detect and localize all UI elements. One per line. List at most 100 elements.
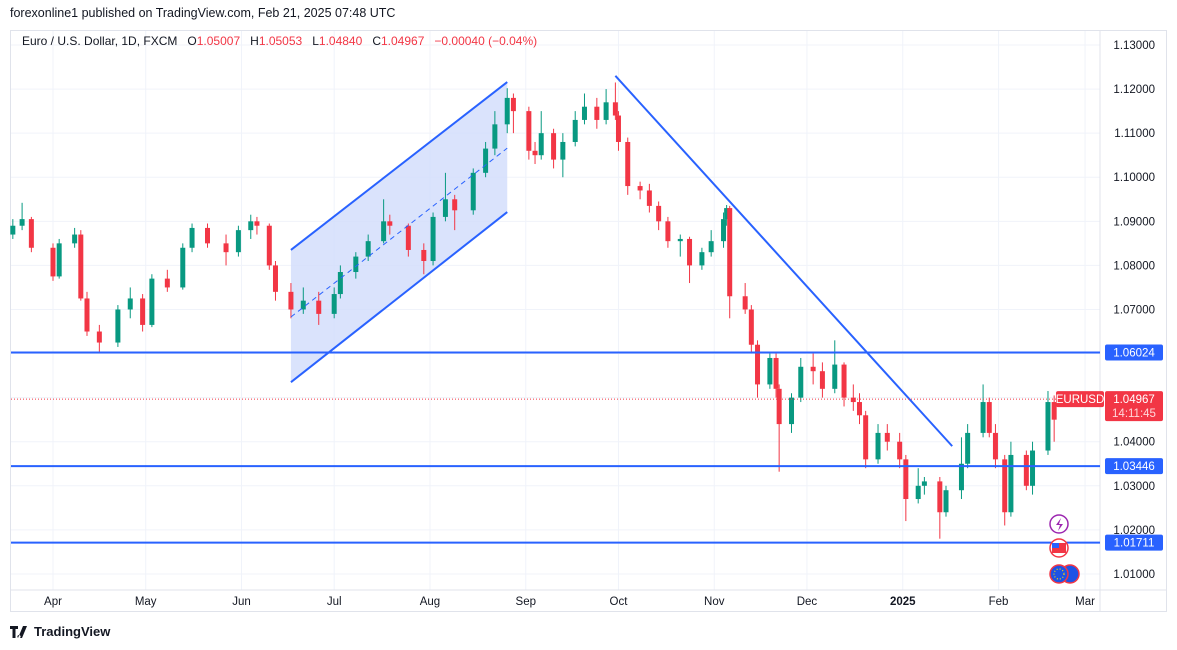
chart-frame <box>10 30 1167 612</box>
candle-body <box>724 208 730 220</box>
candle-body <box>856 402 862 416</box>
candle-body <box>958 463 964 491</box>
candle-body <box>767 357 773 385</box>
candle-body <box>937 481 943 513</box>
trend-line-channel-lower[interactable] <box>290 211 508 383</box>
candle-body <box>470 172 476 211</box>
candle-body <box>625 141 631 187</box>
candle-body <box>551 133 557 160</box>
tradingview-footer: TradingView <box>10 624 110 639</box>
price-tick-label: 1.12000 <box>1113 84 1155 96</box>
candle-body <box>365 241 371 257</box>
candle-body <box>884 432 890 442</box>
candle-body <box>78 234 84 299</box>
lightning-glyph <box>1056 518 1063 531</box>
candle-body <box>603 102 609 120</box>
eu-flag-icon[interactable] <box>1049 564 1069 584</box>
candle-body <box>798 366 804 398</box>
trend-line-channel-mid[interactable] <box>290 147 508 318</box>
candle-body <box>1051 402 1057 420</box>
countdown-label: 14:11:45 <box>1112 408 1156 420</box>
candle-body <box>943 490 949 513</box>
tradingview-logo-icon <box>10 625 27 638</box>
candle-body <box>127 298 133 310</box>
candle-body <box>492 124 498 149</box>
candle-body <box>841 364 847 398</box>
eu-stars <box>1053 568 1065 580</box>
candle-body <box>560 141 566 160</box>
candle-body <box>510 97 516 112</box>
candle-body <box>742 296 748 310</box>
time-tick-label: 2025 <box>890 596 916 608</box>
candle-body <box>594 106 600 120</box>
candle-body <box>526 111 532 151</box>
candle-body <box>19 219 25 226</box>
candle-body <box>387 221 393 226</box>
time-tick-label: Oct <box>610 596 629 608</box>
trend-line-channel-upper[interactable] <box>290 81 508 251</box>
legend-change: −0.00040 (−0.04%) <box>434 34 538 48</box>
legend-open-label: O <box>187 34 197 48</box>
time-tick-label: May <box>135 596 157 608</box>
candle-body <box>810 366 816 372</box>
horizontal-line-price-badge <box>1105 458 1163 475</box>
candle-body <box>1030 450 1036 486</box>
time-tick-label: Mar <box>1075 596 1095 608</box>
legend-close-label: C <box>372 34 381 48</box>
candle-body <box>442 199 448 217</box>
horizontal-line-price-label: 1.01711 <box>1114 538 1155 550</box>
legend-symbol[interactable]: Euro / U.S. Dollar, 1D, FXCM <box>22 34 178 48</box>
candle-body <box>615 115 621 142</box>
candle-body <box>656 205 662 222</box>
candle-body <box>205 227 210 244</box>
trend-line-downtrend[interactable] <box>614 75 953 447</box>
legend-low: 1.04840 <box>318 34 363 48</box>
candle-body <box>140 298 146 325</box>
ohlc-legend: Euro / U.S. Dollar, 1D, FXCM O1.05007 H1… <box>22 34 537 48</box>
time-tick-label: Feb <box>989 596 1009 608</box>
legend-high-label: H <box>250 34 259 48</box>
candle-body <box>316 300 322 314</box>
candle-body <box>189 227 195 248</box>
candle-body <box>687 238 693 266</box>
price-tick-label: 1.04000 <box>1113 437 1155 449</box>
price-tick-label: 1.13000 <box>1113 40 1155 52</box>
candle-body <box>665 221 671 242</box>
candle-body <box>612 102 618 116</box>
candle-body <box>164 278 170 288</box>
candle-body <box>819 371 825 389</box>
candle-body <box>1008 454 1014 513</box>
candle-body <box>903 459 909 500</box>
price-tick-label: 1.07000 <box>1113 304 1155 316</box>
candle-body <box>381 221 387 242</box>
candle-body <box>677 238 683 242</box>
price-tick-label: 1.03000 <box>1113 481 1155 493</box>
candle-body <box>832 364 838 389</box>
candle-body <box>980 402 986 433</box>
price-tick-label: 1.02000 <box>1113 525 1155 537</box>
price-tick-label: 1.01000 <box>1113 569 1155 581</box>
candle-body <box>272 265 278 292</box>
horizontal-line-price-badge <box>1105 534 1163 551</box>
candle-body <box>337 272 343 295</box>
candle-body <box>56 243 62 277</box>
time-tick-label: Jun <box>232 596 251 608</box>
candle-body <box>699 252 705 266</box>
horizontal-line-price-label: 1.03446 <box>1113 461 1155 473</box>
current-price-label: 1.04967 <box>1113 394 1155 406</box>
candle-body <box>10 225 16 235</box>
candle-body <box>1002 459 1008 513</box>
us-flag-canton <box>1052 543 1059 548</box>
candle-body <box>452 199 458 211</box>
candle-body <box>773 357 779 389</box>
legend-high: 1.05053 <box>258 34 303 48</box>
time-tick-label: Jul <box>327 596 342 608</box>
candle-body <box>875 432 881 460</box>
candle-body <box>708 241 714 253</box>
candle-body <box>430 216 436 261</box>
candle-body <box>748 309 754 345</box>
horizontal-line-price-label: 1.06024 <box>1113 348 1155 360</box>
candle-body <box>266 225 272 266</box>
candle-body <box>331 294 337 314</box>
